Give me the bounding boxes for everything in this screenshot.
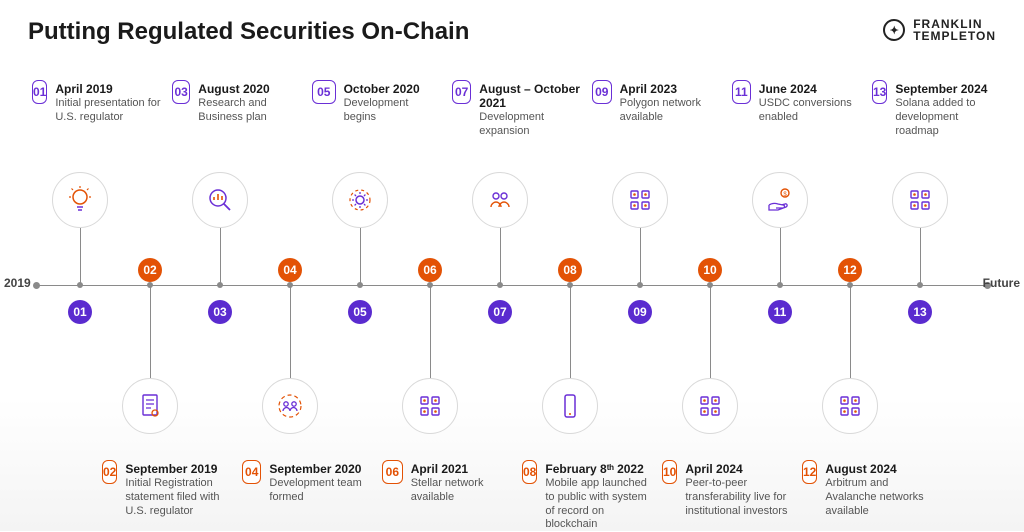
axis-marker-06: 06 (418, 258, 442, 282)
axis-marker-11: 11 (768, 300, 792, 324)
event-date: April 2024 (685, 462, 792, 476)
nodes-icon (682, 378, 738, 434)
event-date: April 2019 (55, 82, 162, 96)
event-badge: 11 (732, 80, 751, 104)
event-date: October 2020 (344, 82, 442, 96)
nodes-icon (612, 172, 668, 228)
event-top-13: 13 September 2024 Solana added to develo… (872, 80, 1002, 138)
hand-coin-icon (752, 172, 808, 228)
event-top-11: 11 June 2024 USDC conversions enabled (732, 80, 862, 125)
axis-marker-03: 03 (208, 300, 232, 324)
event-bot-06: 06 April 2021 Stellar network available (382, 460, 512, 505)
axis-marker-12: 12 (838, 258, 862, 282)
event-badge: 13 (872, 80, 887, 104)
event-desc: Solana added to development roadmap (895, 97, 1002, 138)
timeline: 2019 Future 01 April 2019 Initial presen… (0, 0, 1024, 531)
event-desc: Research and Business plan (198, 97, 302, 125)
event-date: August 2020 (198, 82, 302, 96)
event-bot-02: 02 September 2019 Initial Registration s… (102, 460, 232, 518)
event-desc: Development begins (344, 97, 442, 125)
event-badge: 07 (452, 80, 471, 104)
event-desc: Mobile app launched to public with syste… (545, 477, 652, 532)
axis-marker-02: 02 (138, 258, 162, 282)
event-badge: 05 (312, 80, 336, 104)
gear-cycle-icon (332, 172, 388, 228)
event-desc: Initial Registration statement filed wit… (125, 477, 232, 518)
event-date: September 2024 (895, 82, 1002, 96)
event-badge: 03 (172, 80, 190, 104)
event-date: August – October 2021 (479, 82, 582, 110)
event-badge: 04 (242, 460, 261, 484)
event-desc: Stellar network available (411, 477, 512, 505)
event-bot-08: 08 February 8ᵗʰ 2022 Mobile app launched… (522, 460, 652, 532)
event-top-05: 05 October 2020 Development begins (312, 80, 442, 125)
event-badge: 08 (522, 460, 537, 484)
event-badge: 09 (592, 80, 612, 104)
event-bot-04: 04 September 2020 Development team forme… (242, 460, 372, 505)
event-top-03: 03 August 2020 Research and Business pla… (172, 80, 302, 125)
phone-icon (542, 378, 598, 434)
event-desc: Peer-to-peer transferability live for in… (685, 477, 792, 518)
axis-marker-10: 10 (698, 258, 722, 282)
nodes-icon (822, 378, 878, 434)
axis-marker-13: 13 (908, 300, 932, 324)
people-icon (472, 172, 528, 228)
axis-end-label: Future (983, 276, 1020, 290)
magnify-chart-icon (192, 172, 248, 228)
event-date: June 2024 (759, 82, 862, 96)
event-desc: Development team formed (269, 477, 372, 505)
event-badge: 01 (32, 80, 47, 104)
team-cycle-icon (262, 378, 318, 434)
event-badge: 06 (382, 460, 403, 484)
event-date: September 2019 (125, 462, 232, 476)
event-top-09: 09 April 2023 Polygon network available (592, 80, 722, 125)
event-bot-12: 12 August 2024 Arbitrum and Avalanche ne… (802, 460, 932, 518)
event-bot-10: 10 April 2024 Peer-to-peer transferabili… (662, 460, 792, 518)
axis-marker-07: 07 (488, 300, 512, 324)
event-date: April 2021 (411, 462, 512, 476)
axis-marker-05: 05 (348, 300, 372, 324)
event-date: April 2023 (620, 82, 722, 96)
event-top-01: 01 April 2019 Initial presentation for U… (32, 80, 162, 125)
axis-marker-09: 09 (628, 300, 652, 324)
event-date: August 2024 (825, 462, 932, 476)
axis-marker-04: 04 (278, 258, 302, 282)
axis-marker-01: 01 (68, 300, 92, 324)
bulb-icon (52, 172, 108, 228)
axis-start-label: 2019 (4, 276, 31, 290)
nodes-icon (892, 172, 948, 228)
event-top-07: 07 August – October 2021 Development exp… (452, 80, 582, 139)
event-date: February 8ᵗʰ 2022 (545, 462, 652, 476)
axis-marker-08: 08 (558, 258, 582, 282)
event-badge: 10 (662, 460, 677, 484)
event-desc: USDC conversions enabled (759, 97, 862, 125)
event-badge: 02 (102, 460, 117, 484)
event-badge: 12 (802, 460, 817, 484)
document-icon (122, 378, 178, 434)
nodes-icon (402, 378, 458, 434)
event-desc: Development expansion (479, 111, 582, 139)
event-desc: Arbitrum and Avalanche networks availabl… (825, 477, 932, 518)
timeline-axis (36, 285, 988, 286)
event-desc: Initial presentation for U.S. regulator (55, 97, 162, 125)
event-desc: Polygon network available (620, 97, 722, 125)
event-date: September 2020 (269, 462, 372, 476)
